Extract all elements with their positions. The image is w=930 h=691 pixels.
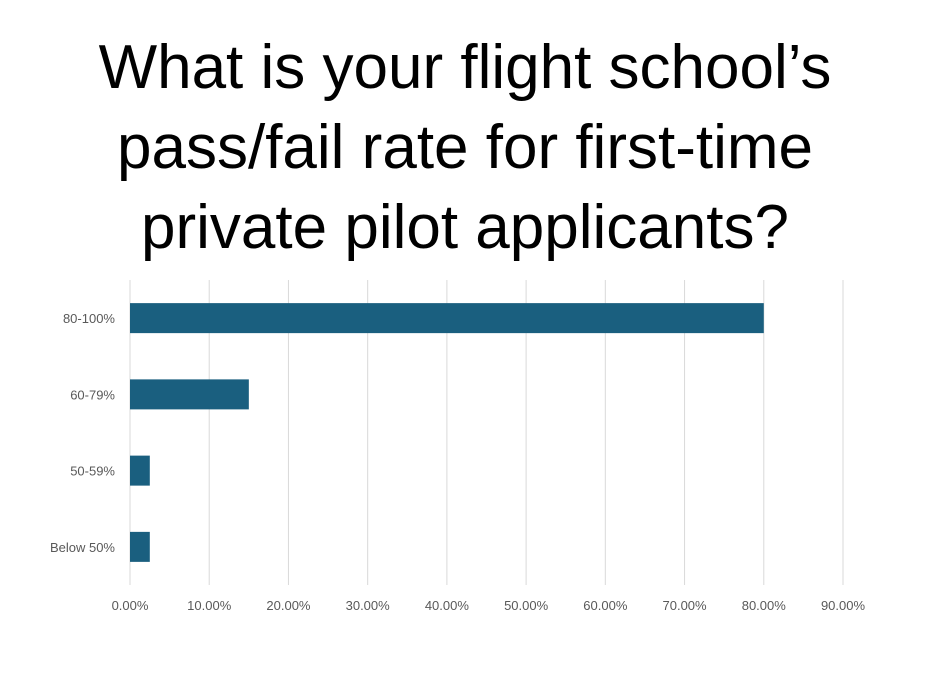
category-label: 60-79% [70, 387, 115, 402]
bar-chart: 0.00% 10.00% 20.00% 30.00% 40.00% 50.00% 60.00… [50, 280, 866, 613]
slide-title: What is your flight school’s pass/fail r… [98, 33, 832, 262]
bar [130, 379, 249, 410]
bar [130, 531, 150, 562]
x-tick-label: 80.00% [742, 598, 787, 613]
x-tick-label: 0.00% [112, 598, 149, 613]
x-tick-label: 30.00% [346, 598, 391, 613]
category-label: 80-100% [63, 311, 115, 326]
category-label: 50-59% [70, 464, 115, 479]
x-tick-label: 70.00% [663, 598, 708, 613]
x-tick-label: 40.00% [425, 598, 470, 613]
x-tick-label: 90.00% [821, 598, 866, 613]
bar [130, 455, 150, 486]
x-tick-label: 60.00% [583, 598, 628, 613]
bar [130, 303, 764, 334]
x-tick-label: 50.00% [504, 598, 549, 613]
x-tick-label: 20.00% [266, 598, 311, 613]
x-tick-label: 10.00% [187, 598, 232, 613]
category-label: Below 50% [50, 540, 115, 555]
